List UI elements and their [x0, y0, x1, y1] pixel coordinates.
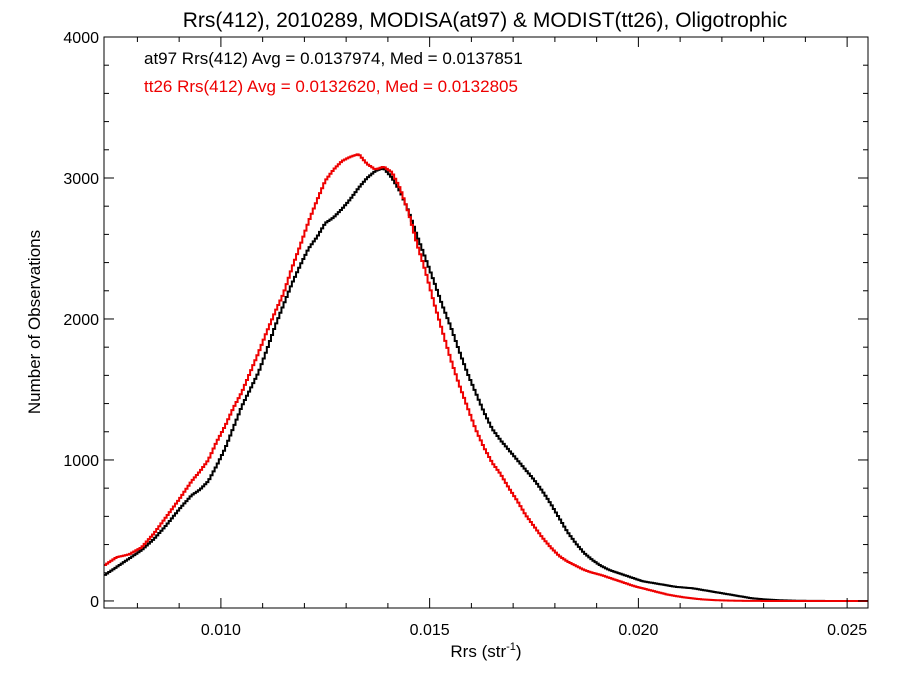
plot-area [104, 153, 868, 602]
y-axis-ticks: 0 1000 2000 3000 4000 [63, 30, 868, 611]
x-tick-label: 0.015 [410, 622, 450, 639]
y-tick-label: 3000 [63, 171, 99, 188]
series-line-0 [104, 167, 868, 602]
y-tick-label: 2000 [63, 312, 99, 329]
y-axis-label: Number of Observations [25, 230, 44, 414]
legend-entry-tt26: tt26 Rrs(412) Avg = 0.0132620, Med = 0.0… [144, 77, 518, 96]
y-tick-label: 4000 [63, 30, 99, 47]
x-axis-label-superscript: -1 [506, 641, 516, 653]
x-tick-label: 0.010 [201, 622, 241, 639]
x-axis-ticks: 0.010 0.015 0.020 0.025 [136, 37, 867, 639]
x-tick-label: 0.025 [827, 622, 867, 639]
x-axis-label: Rrs (str-1) [450, 641, 521, 661]
plot-frame [103, 36, 869, 609]
chart-title: Rrs(412), 2010289, MODISA(at97) & MODIST… [183, 9, 788, 32]
x-axis-label-close: ) [516, 642, 522, 661]
x-axis-label-text: Rrs (str [450, 642, 506, 661]
x-tick-label: 0.020 [618, 622, 658, 639]
y-tick-label: 0 [90, 594, 99, 611]
legend-entry-at97: at97 Rrs(412) Avg = 0.0137974, Med = 0.0… [144, 49, 523, 68]
y-tick-label: 1000 [63, 453, 99, 470]
series-line-1 [104, 153, 868, 602]
